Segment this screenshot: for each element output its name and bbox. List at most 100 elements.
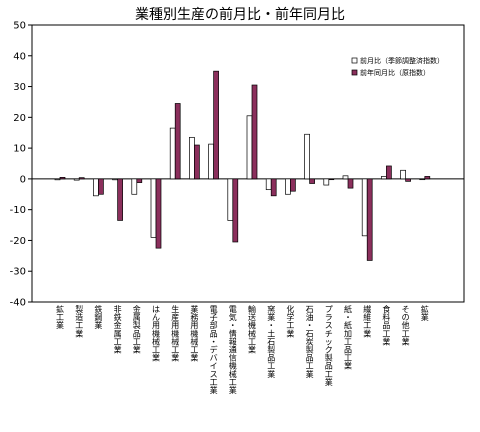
category-label-char: 業: [286, 328, 294, 338]
category-label-char: 食: [382, 304, 390, 314]
category-label-char: 業: [421, 312, 429, 322]
category-label-char: 工: [75, 321, 83, 330]
category-label-char: 気: [229, 312, 237, 322]
category-label-char: 業: [133, 345, 141, 355]
bar-mom: [93, 178, 99, 197]
category-label-char: ・: [267, 321, 275, 330]
category-label-char: 工: [363, 321, 371, 330]
y-tick-label: 40: [13, 51, 26, 62]
category-label-char: 工: [114, 337, 122, 346]
category-label-char: 用: [152, 321, 160, 330]
bar-mom: [227, 178, 234, 221]
category-label-char: 学: [286, 312, 294, 322]
bar-yoy: [136, 178, 143, 183]
category-label-char: 械: [171, 336, 179, 346]
bar-mom: [131, 178, 138, 195]
category-label-char: 業: [94, 320, 102, 330]
legend-swatch-mom: [351, 57, 358, 64]
category-label-char: 炭: [306, 337, 314, 346]
chart-title: 業種別生産の前月比・前年同月比: [135, 7, 345, 23]
category-label-char: 用: [190, 321, 198, 330]
bar-yoy: [155, 178, 162, 249]
category-label-char: 工: [267, 362, 275, 371]
category-label-char: 電: [229, 305, 237, 314]
category-label-char: 業: [190, 353, 198, 363]
category-label-char: 品: [267, 354, 275, 363]
category-label-char: 工: [286, 321, 294, 330]
bar-yoy: [309, 178, 315, 184]
category-label-char: 械: [229, 369, 237, 379]
bar-mom: [189, 136, 195, 180]
category-label: 非鉄金属工業: [114, 304, 122, 355]
y-tick-label: 30: [13, 82, 26, 93]
category-label-char: 送: [248, 312, 256, 322]
category-label-char: プ: [325, 305, 333, 314]
bar-yoy: [328, 178, 335, 181]
category-label-char: ラ: [325, 313, 333, 322]
category-label-char: 械: [248, 328, 256, 338]
category-label-char: 製: [306, 345, 314, 355]
bar-mom: [265, 178, 272, 191]
category-label-char: 製: [267, 345, 275, 355]
category-label-char: 業: [210, 385, 218, 395]
category-label-char: チ: [325, 329, 333, 338]
category-label: 鉄鋼業: [94, 304, 102, 330]
bar-yoy: [213, 70, 219, 180]
bar-yoy: [194, 144, 200, 180]
category-label-char: 機: [248, 320, 256, 330]
category-label-char: 繊: [363, 304, 371, 314]
category-label-char: 石: [306, 305, 314, 314]
category-label: 紙・紙加工品工業: [344, 304, 352, 371]
category-label: プラスチック製品工業: [325, 305, 333, 387]
category-label-char: 機: [190, 328, 198, 338]
legend-label-mom: 前月比（季節調整済指数）: [360, 56, 444, 65]
category-label-char: 工: [56, 313, 64, 322]
category-label-char: デ: [210, 345, 218, 355]
y-tick-label: -30: [10, 267, 26, 278]
bar-yoy: [386, 165, 392, 180]
category-label-char: ん: [152, 313, 160, 322]
bar-mom: [323, 178, 330, 186]
category-label-char: 紙: [344, 320, 352, 330]
category-label-char: 製: [133, 320, 141, 330]
bar-yoy: [424, 176, 431, 180]
category-label-char: 鉱: [56, 304, 64, 314]
bar-mom: [112, 178, 118, 181]
bar-yoy: [251, 84, 258, 180]
category-label-char: 機: [152, 328, 160, 338]
category-label-char: 用: [171, 321, 179, 330]
category-label-char: 産: [171, 312, 179, 322]
category-label-char: 加: [344, 328, 352, 338]
plot-frame: [31, 24, 465, 303]
bar-mom: [304, 133, 310, 180]
category-label: 食料品工業: [382, 304, 390, 346]
category-label-char: ・: [229, 321, 237, 330]
category-label-char: 業: [402, 336, 410, 346]
category-label-char: 業: [344, 361, 352, 371]
category-label-char: 情: [229, 328, 237, 338]
category-label-char: 業: [306, 369, 314, 379]
category-label-char: 部: [210, 320, 218, 330]
category-label: 電気・情報通信機械工業: [229, 305, 237, 395]
category-label-char: 業: [152, 353, 160, 363]
category-label-char: 通: [229, 345, 237, 355]
category-label-char: 鉄: [94, 304, 102, 314]
category-label: 生産用機械工業: [171, 304, 179, 363]
category-label-char: 土: [267, 328, 275, 338]
y-tick-label: 0: [20, 174, 26, 185]
category-label-char: 工: [152, 346, 160, 355]
category-label: 化学工業: [286, 304, 294, 338]
category-label-char: 油: [306, 312, 314, 322]
category-label-char: 工: [210, 378, 218, 387]
category-label-char: 工: [344, 354, 352, 363]
category-label-char: 品: [344, 346, 352, 355]
category-label-char: そ: [402, 305, 410, 314]
category-label: はん用機械工業: [152, 305, 160, 363]
category-label-char: 機: [229, 361, 237, 371]
category-label: 電子部品・デバイス工業: [210, 305, 218, 395]
category-label-char: 製: [325, 353, 333, 363]
category-label-char: 業: [267, 312, 275, 322]
bar-mom: [150, 178, 157, 238]
category-label-char: 料: [382, 312, 390, 322]
